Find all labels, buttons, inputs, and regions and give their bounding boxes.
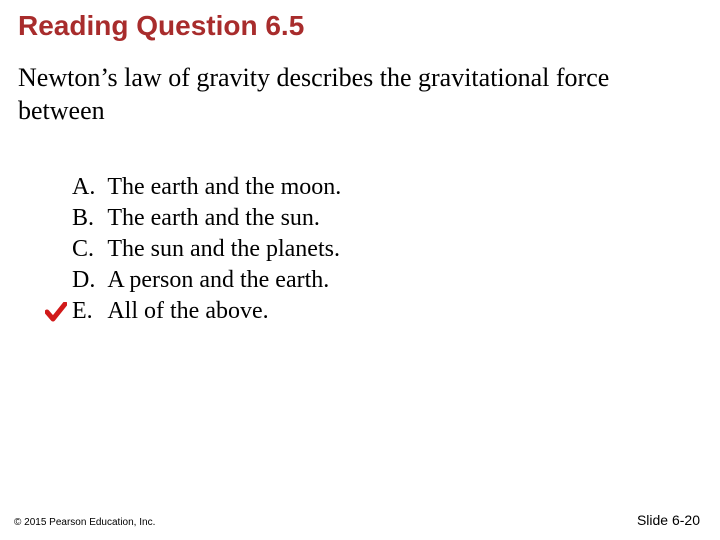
option-text: The earth and the moon. [99, 172, 341, 203]
option-mark [44, 265, 72, 296]
option-text: All of the above. [99, 296, 341, 327]
option-mark [44, 296, 72, 327]
options-list: A. The earth and the moon. B. The earth … [44, 172, 341, 327]
option-letter: A. [72, 172, 99, 203]
option-letter: E. [72, 296, 99, 327]
slide: Reading Question 6.5 Newton’s law of gra… [0, 0, 720, 540]
checkmark-icon [45, 302, 71, 322]
option-letter: C. [72, 234, 99, 265]
option-letter: B. [72, 203, 99, 234]
option-text: The sun and the planets. [99, 234, 341, 265]
option-letter: D. [72, 265, 99, 296]
option-text: The earth and the sun. [99, 203, 341, 234]
option-mark [44, 203, 72, 234]
option-mark [44, 172, 72, 203]
option-row: A. The earth and the moon. [44, 172, 341, 203]
option-text: A person and the earth. [99, 265, 341, 296]
option-row: D. A person and the earth. [44, 265, 341, 296]
slide-title: Reading Question 6.5 [18, 10, 304, 42]
option-mark [44, 234, 72, 265]
question-text: Newton’s law of gravity describes the gr… [18, 62, 692, 127]
slide-number: Slide 6-20 [637, 512, 700, 528]
option-row: C. The sun and the planets. [44, 234, 341, 265]
copyright-text: © 2015 Pearson Education, Inc. [14, 517, 155, 528]
option-row: B. The earth and the sun. [44, 203, 341, 234]
option-row: E. All of the above. [44, 296, 341, 327]
